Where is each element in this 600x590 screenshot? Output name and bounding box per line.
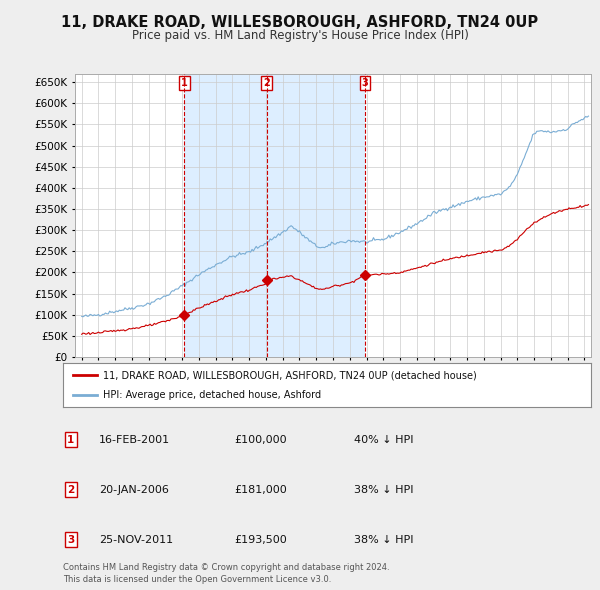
Text: 1: 1 xyxy=(181,78,188,88)
Text: 2: 2 xyxy=(67,485,74,494)
Text: 40% ↓ HPI: 40% ↓ HPI xyxy=(354,435,413,444)
Text: 11, DRAKE ROAD, WILLESBOROUGH, ASHFORD, TN24 0UP: 11, DRAKE ROAD, WILLESBOROUGH, ASHFORD, … xyxy=(61,15,539,30)
Text: 3: 3 xyxy=(361,78,368,88)
Text: 25-NOV-2011: 25-NOV-2011 xyxy=(99,535,173,545)
Text: £181,000: £181,000 xyxy=(234,485,287,494)
Text: 16-FEB-2001: 16-FEB-2001 xyxy=(99,435,170,444)
Text: HPI: Average price, detached house, Ashford: HPI: Average price, detached house, Ashf… xyxy=(103,390,321,400)
Text: Contains HM Land Registry data © Crown copyright and database right 2024.
This d: Contains HM Land Registry data © Crown c… xyxy=(63,563,389,584)
Text: 38% ↓ HPI: 38% ↓ HPI xyxy=(354,485,413,494)
Text: 1: 1 xyxy=(67,435,74,444)
Text: £193,500: £193,500 xyxy=(234,535,287,545)
Text: 20-JAN-2006: 20-JAN-2006 xyxy=(99,485,169,494)
Text: Price paid vs. HM Land Registry's House Price Index (HPI): Price paid vs. HM Land Registry's House … xyxy=(131,30,469,42)
Text: 38% ↓ HPI: 38% ↓ HPI xyxy=(354,535,413,545)
Text: 3: 3 xyxy=(67,535,74,545)
Bar xyxy=(184,74,365,357)
Text: 2: 2 xyxy=(263,78,270,88)
Text: £100,000: £100,000 xyxy=(234,435,287,444)
Text: 11, DRAKE ROAD, WILLESBOROUGH, ASHFORD, TN24 0UP (detached house): 11, DRAKE ROAD, WILLESBOROUGH, ASHFORD, … xyxy=(103,371,476,380)
